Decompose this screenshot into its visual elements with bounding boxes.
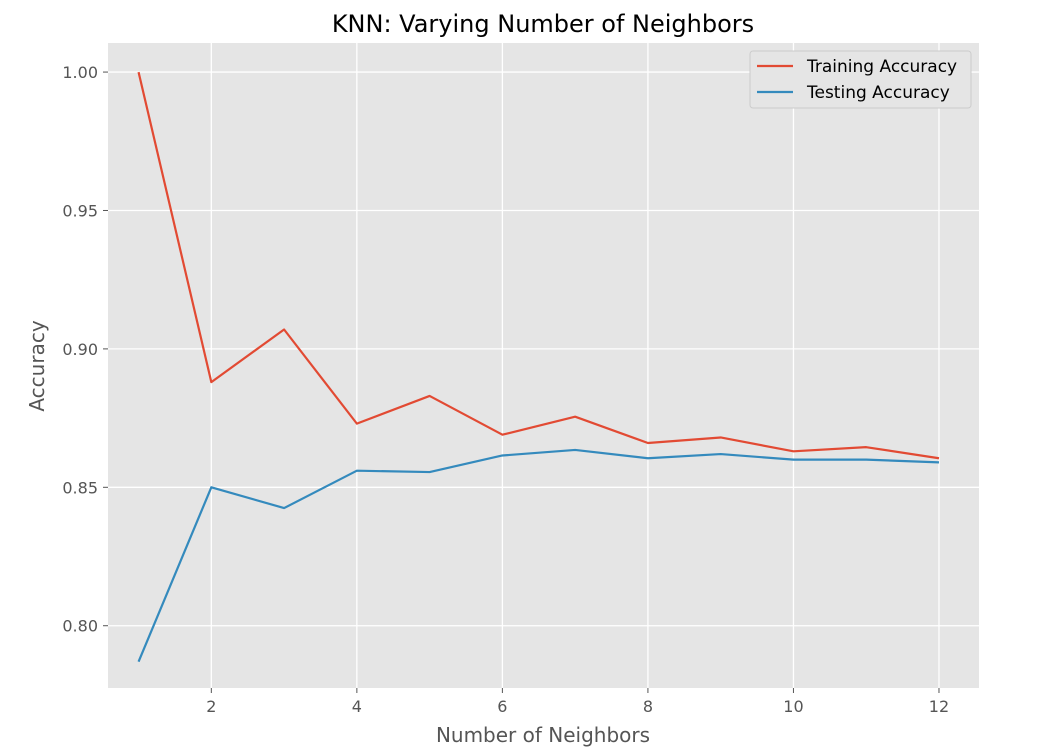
y-axis-label: Accuracy [25,320,49,411]
y-axis-ticks: 0.80 0.85 0.90 0.95 1.00 [62,63,108,636]
y-tick-label: 0.90 [62,340,98,359]
x-axis-label: Number of Neighbors [436,723,650,747]
x-tick-label: 8 [643,697,653,716]
grid-lines [108,43,979,688]
series-line-testing-accuracy [137,448,940,663]
legend-box [749,50,972,109]
y-tick-label: 0.80 [62,617,98,636]
y-tick-label: 0.95 [62,201,98,220]
x-axis-ticks: 2 4 6 8 10 12 [206,688,949,716]
chart-title: KNN: Varying Number of Neighbors [332,10,754,38]
x-tick-label: 12 [929,697,949,716]
y-tick-label: 1.00 [62,63,98,82]
x-tick-label: 4 [352,697,362,716]
x-tick-label: 10 [783,697,803,716]
plot-area [108,43,979,688]
legend-label-training: Training Accuracy [806,57,957,77]
legend-label-testing: Testing Accuracy [806,83,950,103]
y-tick-label: 0.85 [62,478,98,497]
x-tick-label: 6 [497,697,507,716]
legend: Training Accuracy Testing Accuracy [749,50,972,109]
series-layer [137,71,940,663]
series-line-training-accuracy [137,71,940,460]
x-tick-label: 2 [206,697,216,716]
